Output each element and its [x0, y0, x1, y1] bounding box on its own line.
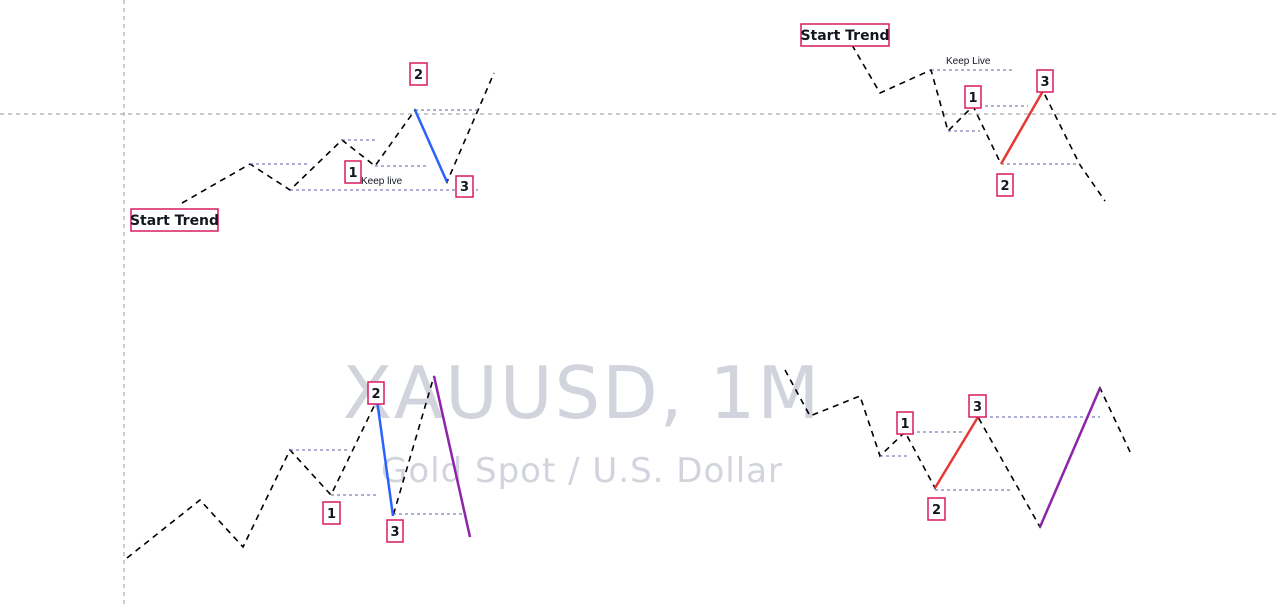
point-label-2[interactable]: 2 — [409, 62, 428, 86]
start-trend-label[interactable]: Start Trend — [130, 208, 219, 232]
svg-text:3: 3 — [1040, 75, 1049, 90]
svg-text:3: 3 — [460, 180, 469, 195]
keep-live-label: Keep Live — [946, 56, 991, 67]
red-leg[interactable] — [933, 416, 980, 489]
wave-path[interactable] — [181, 72, 495, 204]
start-trend-label[interactable]: Start Trend — [800, 23, 890, 47]
svg-text:1: 1 — [348, 166, 357, 181]
drawing-top-left[interactable]: Keep live Start Trend 1 2 3 — [130, 62, 495, 232]
svg-text:2: 2 — [932, 503, 941, 518]
svg-text:3: 3 — [390, 525, 399, 540]
blue-leg[interactable] — [413, 109, 449, 183]
svg-text:1: 1 — [968, 91, 977, 106]
purple-leg[interactable] — [432, 375, 472, 538]
svg-text:2: 2 — [414, 68, 423, 83]
drawing-bottom-right[interactable]: 1 3 2 — [784, 369, 1133, 529]
point-label-2[interactable]: 2 — [927, 497, 946, 521]
svg-text:1: 1 — [327, 507, 336, 522]
svg-text:Start Trend: Start Trend — [130, 213, 219, 229]
wave-path[interactable] — [126, 375, 471, 559]
svg-text:Start Trend: Start Trend — [800, 28, 889, 44]
svg-text:3: 3 — [973, 400, 982, 415]
svg-text:1: 1 — [900, 417, 909, 432]
point-label-3[interactable]: 3 — [968, 394, 987, 418]
point-label-1[interactable]: 1 — [344, 160, 362, 184]
wave-path[interactable] — [851, 44, 1106, 202]
point-label-3[interactable]: 3 — [455, 175, 474, 198]
point-label-3[interactable]: 3 — [386, 519, 404, 543]
point-label-1[interactable]: 1 — [964, 85, 982, 109]
watermark-symbol: XAUUSD, 1M — [343, 351, 822, 435]
point-label-1[interactable]: 1 — [896, 411, 914, 435]
svg-text:2: 2 — [1000, 179, 1009, 194]
drawing-top-right[interactable]: Keep Live Start Trend 1 2 3 — [800, 23, 1106, 202]
drawing-bottom-left[interactable]: 2 1 3 — [126, 375, 472, 559]
red-leg[interactable] — [999, 90, 1045, 165]
blue-leg[interactable] — [375, 399, 395, 517]
purple-leg[interactable] — [1038, 387, 1102, 528]
point-label-2[interactable]: 2 — [367, 381, 385, 405]
svg-text:2: 2 — [371, 387, 380, 402]
point-label-2[interactable]: 2 — [996, 173, 1014, 197]
watermark-description: Gold Spot / U.S. Dollar — [381, 451, 783, 491]
keep-live-label: Keep live — [361, 176, 403, 187]
point-label-1[interactable]: 1 — [322, 501, 341, 525]
point-label-3[interactable]: 3 — [1036, 69, 1054, 93]
